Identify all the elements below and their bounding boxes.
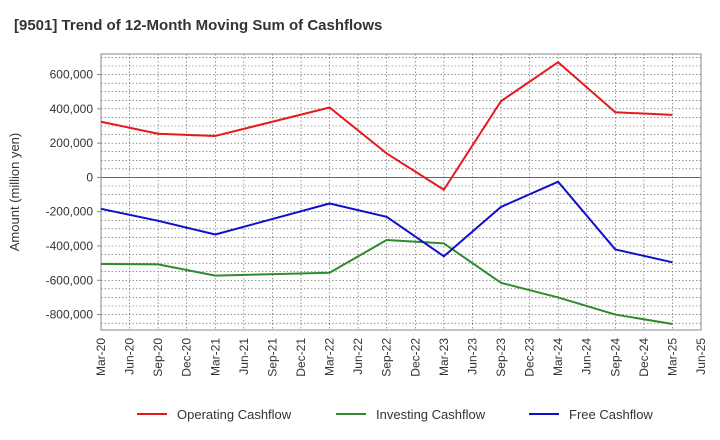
series-line-operating-cashflow	[100, 61, 673, 191]
x-tick-label: Mar-22	[323, 338, 337, 376]
x-tick-label: Sep-21	[265, 338, 279, 377]
x-tick-label: Jun-23	[465, 338, 479, 375]
x-tick-label: Mar-21	[208, 338, 222, 376]
x-tick-label: Sep-24	[608, 338, 622, 377]
x-tick-label: Dec-24	[637, 338, 651, 377]
x-tick-label: Jun-24	[580, 338, 594, 375]
series-lines	[100, 61, 673, 325]
grid	[100, 54, 702, 330]
x-tick-label: Sep-23	[494, 338, 508, 377]
x-tick-label: Dec-22	[408, 338, 422, 377]
x-tick-label: Mar-20	[94, 338, 108, 376]
plot-area	[100, 53, 702, 331]
x-tick-label: Jun-20	[123, 338, 137, 375]
series-line-free-cashflow	[100, 180, 673, 264]
x-tick-label: Dec-23	[523, 338, 537, 377]
y-tick-label: 600,000	[50, 68, 94, 82]
y-tick-label: 400,000	[50, 102, 94, 116]
x-tick-label: Dec-20	[180, 338, 194, 377]
x-tick-label: Sep-20	[151, 338, 165, 377]
legend-label: Investing Cashflow	[376, 407, 486, 422]
y-axis-label: Amount (million yen)	[7, 133, 22, 252]
legend-label: Operating Cashflow	[177, 407, 292, 422]
y-tick-label: 0	[86, 170, 93, 184]
legend-item: Investing Cashflow	[336, 407, 486, 422]
legend-label: Free Cashflow	[569, 407, 653, 422]
y-tick-label: -600,000	[46, 273, 94, 287]
x-tick-label: Jun-25	[694, 338, 708, 375]
x-tick-label: Mar-25	[665, 338, 679, 376]
legend-item: Free Cashflow	[529, 407, 653, 422]
legend-item: Operating Cashflow	[137, 407, 292, 422]
y-axis: 600,000 400,000 200,000 0 -200,000 -400,000 -6…	[46, 68, 101, 322]
x-tick-label: Jun-21	[237, 338, 251, 375]
x-tick-label: Mar-24	[551, 338, 565, 376]
x-tick-label: Sep-22	[380, 338, 394, 377]
series-line-investing-cashflow	[100, 239, 673, 325]
x-tick-label: Mar-23	[437, 338, 451, 376]
x-axis: Mar-20 Jun-20 Sep-20 Dec-20 Mar-21 Jun-21 Sep-…	[94, 338, 708, 377]
y-tick-label: 200,000	[50, 136, 94, 150]
legend: Operating Cashflow Investing Cashflow Free…	[137, 407, 653, 422]
y-tick-label: -200,000	[46, 205, 94, 219]
y-tick-label: -400,000	[46, 239, 94, 253]
chart-title: [9501] Trend of 12-Month Moving Sum of C…	[14, 17, 382, 34]
x-tick-label: Jun-22	[351, 338, 365, 375]
y-tick-label: -800,000	[46, 308, 94, 322]
x-tick-label: Dec-21	[294, 338, 308, 377]
